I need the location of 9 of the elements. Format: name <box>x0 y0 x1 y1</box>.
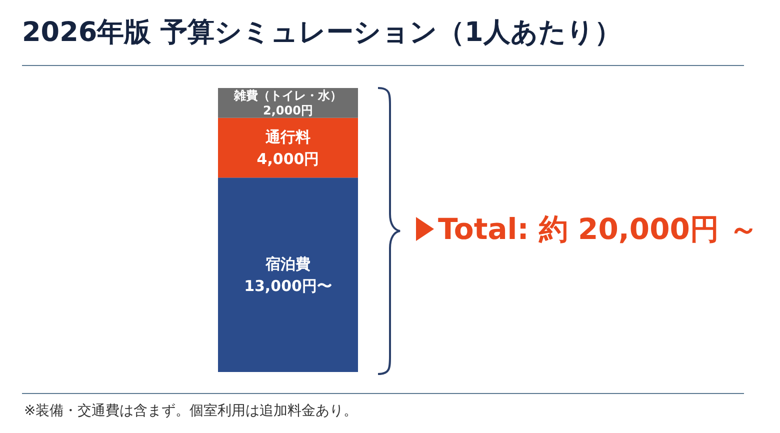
text: ※装備・交通費は含まず。個室利用は追加料金あり。 <box>24 402 358 420</box>
data-label: 13,000円〜 <box>244 276 332 295</box>
series-label: 通行料 <box>264 128 310 146</box>
series-label: 雑費（トイレ・水） <box>233 88 342 102</box>
total-label: Total: 約 20,000円 ～ <box>438 211 758 248</box>
series-label: 宿泊費 <box>264 254 310 273</box>
data-label: 4,000円 <box>256 150 320 168</box>
chart-title: 2026年版 予算シミュレーション（1人あたり） <box>22 16 622 50</box>
data-label: 2,000円 <box>263 103 313 118</box>
